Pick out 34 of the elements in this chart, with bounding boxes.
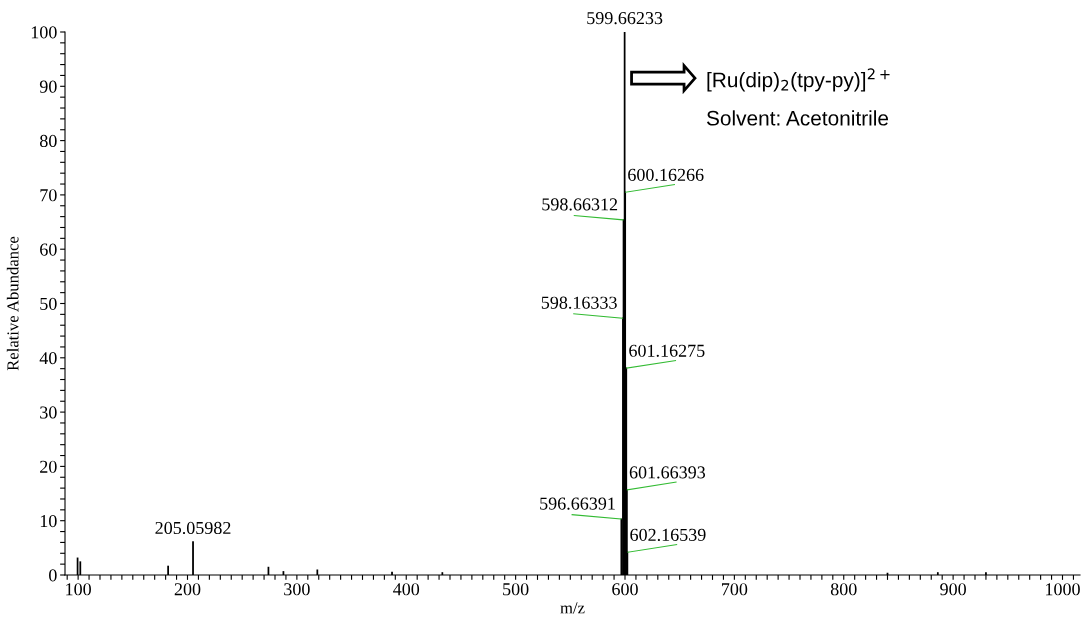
x-tick-label: 700	[722, 583, 748, 596]
x-tick-label: 200	[174, 583, 201, 596]
y-tick-label: 80	[39, 134, 57, 148]
y-tick-label: 40	[39, 352, 57, 365]
x-tick-label: 900	[940, 583, 966, 596]
annotation: 601.66393	[629, 466, 706, 479]
annotation: 602.16539	[630, 528, 706, 541]
annotation: 601.16275	[629, 344, 705, 357]
y-tick-label: 20	[40, 460, 57, 473]
y-tick-label: 70	[40, 189, 57, 202]
annotation: 598.66312	[542, 198, 618, 211]
y-tick-label: 0	[49, 569, 57, 582]
x-tick-label: 100	[66, 583, 91, 596]
annotation: 205.05982	[155, 521, 231, 535]
annotation: 596.66391	[540, 497, 615, 510]
x-tick-label: 500	[503, 583, 529, 596]
y-tick-label: 50	[40, 297, 57, 310]
y-tick-label: 60	[40, 243, 57, 256]
x-tick-label: 600	[612, 583, 638, 596]
y-axis-title: Relative Abundance	[6, 236, 19, 371]
annotation: 600.16266	[628, 168, 704, 181]
x-tick-label: 1000	[1046, 583, 1080, 596]
x-tick-label: 300	[284, 583, 310, 596]
y-tick-label: 30	[40, 406, 57, 419]
annotation: 599.66233	[587, 12, 663, 25]
annotation: 598.16333	[541, 296, 617, 309]
y-tick-label: 10	[40, 514, 57, 528]
x-tick-label: 400	[393, 583, 420, 596]
annotation: [Ru(dip)$_{2}$(tpy-py)]$^{2+}$	[707, 68, 890, 92]
x-axis-title: m/z	[560, 602, 585, 614]
y-tick-label: 90	[39, 80, 57, 93]
y-tick-label: 100	[31, 26, 57, 39]
x-tick-label: 800	[830, 583, 857, 596]
annotation: Solvent: Acetonitrile	[706, 110, 889, 126]
